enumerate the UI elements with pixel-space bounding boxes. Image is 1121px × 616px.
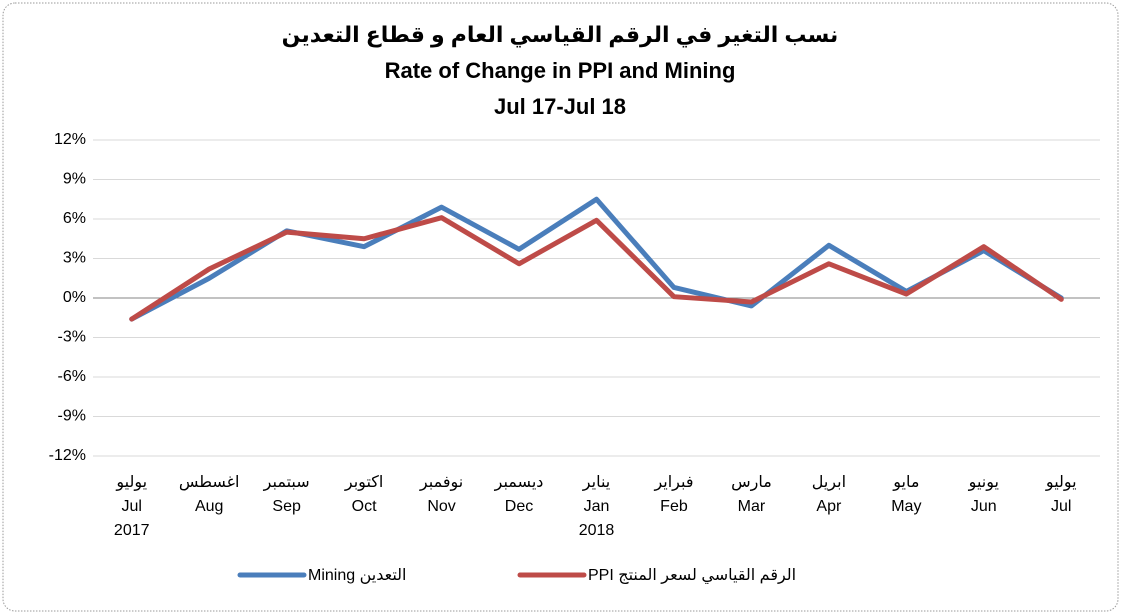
x-tick-label: Jan: [584, 498, 610, 515]
x-tick-label: Jul: [122, 498, 142, 515]
y-tick-label: 6%: [63, 210, 86, 227]
chart-title: نسب التغير في الرقم القياسي العام و قطاع…: [282, 22, 839, 48]
x-tick-label: سبتمبر: [263, 474, 310, 492]
x-tick-label: Jun: [971, 498, 997, 515]
x-tick-label: مارس: [731, 474, 772, 492]
x-tick-label: Sep: [272, 498, 301, 515]
x-tick-label: مايو: [892, 474, 919, 492]
x-tick-label: Apr: [816, 498, 842, 515]
chart-title: Rate of Change in PPI and Mining: [385, 58, 736, 83]
x-tick-label: يناير: [582, 474, 610, 492]
y-tick-label: -6%: [58, 368, 86, 385]
y-tick-label: 9%: [63, 171, 86, 188]
x-tick-label: يوليو: [1045, 474, 1077, 492]
x-tick-label: Dec: [505, 498, 533, 515]
x-tick-label: Aug: [195, 498, 223, 515]
y-tick-label: -12%: [49, 447, 86, 464]
y-tick-label: 12%: [54, 131, 86, 148]
legend-label: Mining التعدين: [308, 567, 406, 585]
x-tick-label: ديسمبر: [494, 474, 544, 492]
legend-label: PPI الرقم القياسي لسعر المنتج: [588, 567, 796, 585]
x-tick-label: Oct: [352, 498, 377, 515]
x-tick-label: ابريل: [812, 474, 846, 492]
x-tick-label: نوفمبر: [419, 474, 463, 492]
y-tick-label: 3%: [63, 250, 86, 267]
y-tick-label: -3%: [58, 329, 86, 346]
x-tick-label: 2017: [114, 522, 150, 539]
x-tick-label: اكتوبر: [344, 474, 383, 492]
y-tick-label: 0%: [63, 289, 86, 306]
chart-title: Jul 17-Jul 18: [494, 94, 626, 119]
y-tick-label: -9%: [58, 408, 86, 425]
x-tick-label: فبراير: [653, 474, 693, 492]
series-line: [129, 215, 1064, 322]
x-tick-label: 2018: [579, 522, 615, 539]
x-tick-label: يوليو: [115, 474, 147, 492]
x-tick-label: يونيو: [968, 474, 999, 492]
x-tick-label: Jul: [1051, 498, 1071, 515]
x-tick-label: Mar: [738, 498, 766, 515]
x-tick-label: Feb: [660, 498, 688, 515]
x-tick-label: Nov: [427, 498, 455, 515]
x-tick-label: اغسطس: [179, 474, 240, 492]
x-tick-label: May: [891, 498, 921, 515]
